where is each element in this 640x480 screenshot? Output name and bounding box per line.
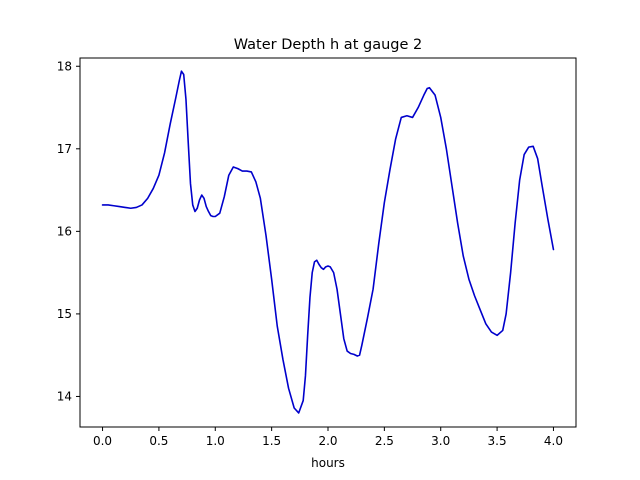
y-tick-label: 17 [57,142,72,156]
x-tick-label: 0.5 [149,434,168,448]
y-axis-ticks: 14 15 16 17 18 [57,59,80,403]
chart-title: Water Depth h at gauge 2 [234,37,422,53]
x-tick-label: 3.0 [431,434,450,448]
water-depth-line [101,70,555,414]
x-tick-label: 2.0 [318,434,337,448]
axes-frame [79,57,577,428]
x-axis-ticks: 0.0 0.5 1.0 1.5 2.0 2.5 3.0 3.5 4.0 [93,427,563,448]
x-tick-label: 1.5 [262,434,281,448]
x-tick-label: 1.0 [206,434,225,448]
y-tick-label: 18 [57,59,72,73]
x-tick-label: 0.0 [93,434,112,448]
y-tick-label: 16 [57,224,72,238]
y-tick-label: 14 [57,389,72,403]
x-axis-label: hours [311,456,345,470]
x-tick-label: 2.5 [375,434,394,448]
y-tick-label: 15 [57,307,72,321]
x-tick-label: 4.0 [544,434,563,448]
x-tick-label: 3.5 [488,434,507,448]
